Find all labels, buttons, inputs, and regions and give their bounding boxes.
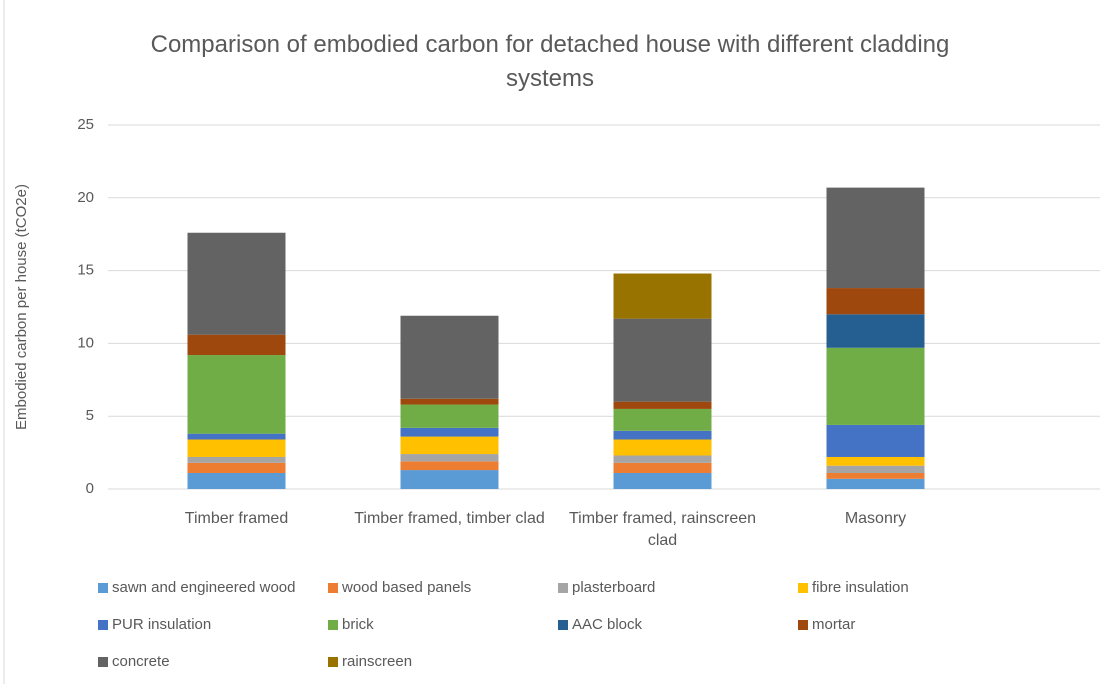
legend-label: mortar <box>812 616 856 633</box>
legend-item: sawn and engineered wood <box>98 579 295 596</box>
legend-label: fibre insulation <box>812 579 909 596</box>
legend-label: wood based panels <box>342 579 472 596</box>
y-tick-label: 5 <box>86 407 94 424</box>
legend-swatch <box>328 657 338 667</box>
bar-segment <box>400 398 499 405</box>
bar-segment <box>826 456 925 466</box>
bar-segment <box>613 401 712 409</box>
x-tick-label: Masonry <box>844 510 907 527</box>
y-tick-label: 15 <box>77 262 94 279</box>
legend-label: concrete <box>112 653 170 670</box>
bar-segment <box>613 462 712 473</box>
y-axis-label: Embodied carbon per house (tCO2e) <box>13 184 30 430</box>
bar-segment <box>187 462 286 473</box>
bar-segment <box>826 465 925 473</box>
legend-item: mortar <box>798 616 855 633</box>
bar-segment <box>187 456 286 463</box>
legend-item: wood based panels <box>328 579 471 596</box>
legend-item: brick <box>328 616 374 633</box>
y-tick-label: 10 <box>77 334 94 351</box>
legend-item: concrete <box>98 653 170 670</box>
bar-segment <box>187 355 286 434</box>
bar-segment <box>826 187 925 289</box>
bar-segment <box>400 427 499 437</box>
y-tick-label: 0 <box>86 480 94 497</box>
y-tick-label: 25 <box>77 116 94 133</box>
legend-swatch <box>798 583 808 593</box>
legend-label: rainscreen <box>342 653 413 670</box>
bar-segment <box>826 478 925 489</box>
bar-segment <box>613 439 712 456</box>
bar-segment <box>187 433 286 440</box>
bar-segment <box>400 404 499 428</box>
chart-title: Comparison of embodied carbon for detach… <box>150 31 950 92</box>
bar-segment <box>826 472 925 479</box>
bar-segment <box>613 408 712 431</box>
legend-label: brick <box>342 616 374 633</box>
bar-segment <box>613 430 712 440</box>
bar-segment <box>613 455 712 463</box>
legend-swatch <box>98 620 108 630</box>
x-tick-label: Timber framed, timber clad <box>354 510 545 527</box>
legend-swatch <box>558 583 568 593</box>
bar-segment <box>187 232 286 335</box>
bar-segment <box>826 347 925 425</box>
legend-swatch <box>98 657 108 667</box>
legend-swatch <box>558 620 568 630</box>
bar-segment <box>613 273 712 319</box>
legend-swatch <box>328 620 338 630</box>
legend-swatch <box>328 583 338 593</box>
legend-swatch <box>98 583 108 593</box>
legend-item: PUR insulation <box>98 616 211 633</box>
x-tick-label: Timber framed <box>184 510 289 527</box>
bar-segment <box>613 472 712 489</box>
bar-segment <box>400 436 499 455</box>
bar-segment <box>613 318 712 402</box>
bar-segment <box>187 439 286 457</box>
legend-item: fibre insulation <box>798 579 909 596</box>
legend-item: plasterboard <box>558 579 655 596</box>
legend-label: PUR insulation <box>112 616 212 633</box>
bar-segment <box>826 288 925 315</box>
legend-label: sawn and engineered wood <box>112 579 296 596</box>
bar-segment <box>826 314 925 348</box>
legend-item: rainscreen <box>328 653 412 670</box>
bar-segment <box>826 424 925 457</box>
y-tick-label: 20 <box>77 189 94 206</box>
bar-segment <box>400 315 499 399</box>
legend-item: AAC block <box>558 616 642 633</box>
legend-label: plasterboard <box>572 579 656 596</box>
bar-segment <box>187 334 286 356</box>
bar-segment <box>187 472 286 489</box>
bar-segment <box>400 470 499 489</box>
bar-segment <box>400 461 499 471</box>
legend-swatch <box>798 620 808 630</box>
bar-segment <box>400 454 499 462</box>
x-tick-label: Timber framed, rainscreen clad <box>568 510 757 549</box>
legend-label: AAC block <box>572 616 643 633</box>
